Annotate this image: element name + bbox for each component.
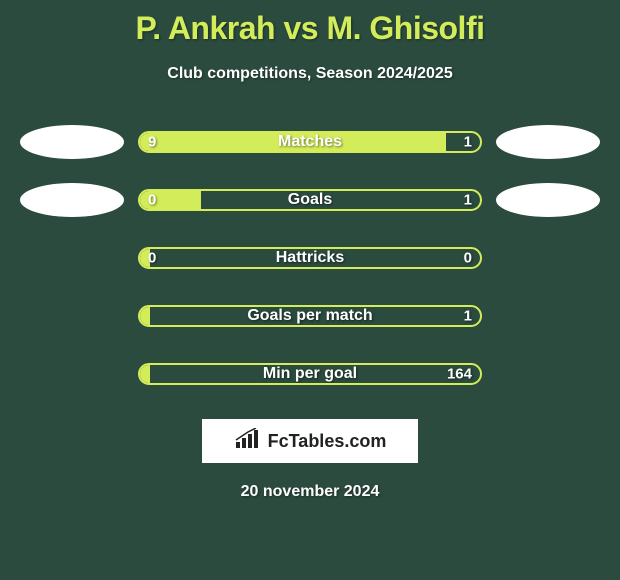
badge-spacer [496,299,600,333]
stat-right-value: 1 [464,308,472,325]
stat-right-value: 1 [464,134,472,151]
subtitle: Club competitions, Season 2024/2025 [0,65,620,83]
comparison-card: P. Ankrah vs M. Ghisolfi Club competitio… [0,0,620,501]
player-right-badge [496,125,600,159]
stat-label: Min per goal [140,365,480,383]
stat-row: 0 Goals 1 [0,183,620,217]
stat-bar: 0 Goals 1 [138,189,482,211]
stats-list: 9 Matches 1 0 Goals 1 0 Hattricks 0 [0,125,620,391]
stat-label: Goals [140,191,480,209]
badge-spacer [496,241,600,275]
player-left-badge [20,125,124,159]
stat-label: Goals per match [140,307,480,325]
stat-label: Hattricks [140,249,480,267]
page-title: P. Ankrah vs M. Ghisolfi [0,10,620,47]
player-left-badge [20,183,124,217]
badge-spacer [20,241,124,275]
stat-label: Matches [140,133,480,151]
stat-row: Min per goal 164 [0,357,620,391]
stat-right-value: 164 [447,366,472,383]
badge-spacer [20,299,124,333]
chart-icon [234,428,262,455]
stat-row: 0 Hattricks 0 [0,241,620,275]
stat-row: Goals per match 1 [0,299,620,333]
date-text: 20 november 2024 [0,483,620,501]
stat-row: 9 Matches 1 [0,125,620,159]
player-right-badge [496,183,600,217]
stat-right-value: 0 [464,250,472,267]
fctables-logo[interactable]: FcTables.com [202,419,418,463]
stat-bar: 9 Matches 1 [138,131,482,153]
stat-bar: Min per goal 164 [138,363,482,385]
stat-bar: 0 Hattricks 0 [138,247,482,269]
stat-bar: Goals per match 1 [138,305,482,327]
badge-spacer [20,357,124,391]
logo-text: FcTables.com [268,431,387,452]
badge-spacer [496,357,600,391]
stat-right-value: 1 [464,192,472,209]
